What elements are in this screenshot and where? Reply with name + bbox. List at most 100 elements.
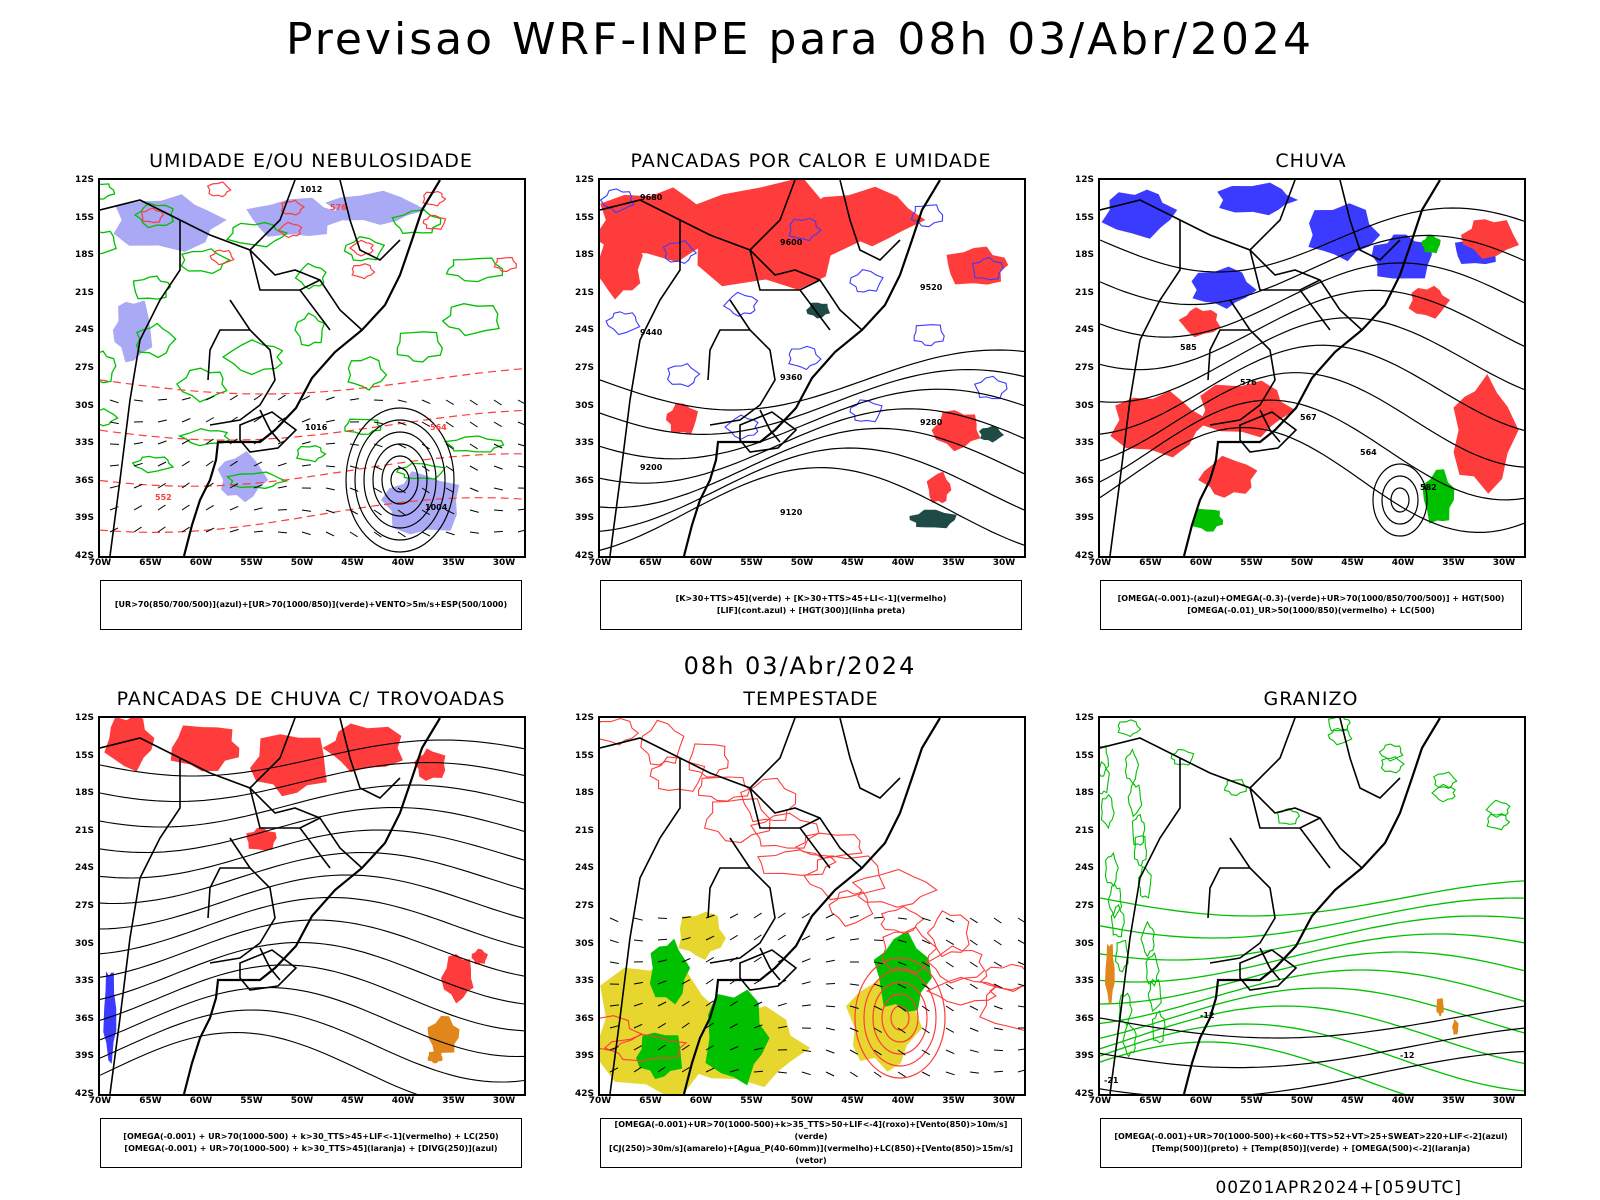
latitude-axis: 12S 15S 18S 21S 24S 27S 30S 33S 36S 39S 42S <box>66 175 96 561</box>
longitude-tick-label: 60W <box>689 1096 713 1106</box>
panel-legend: [UR>70(850/700/500)](azul)+[UR>70(1000/8… <box>100 580 522 630</box>
forecast-map: -12 -12 -21 <box>1098 716 1526 1096</box>
wind-vector <box>753 912 762 919</box>
temperature-850-contour <box>1117 719 1142 738</box>
country-border <box>749 249 821 291</box>
temperature-850-contour <box>1145 952 1160 987</box>
humidity-contour-green <box>131 455 175 474</box>
wind-fill-green <box>649 938 691 1005</box>
latitude-tick-label: 15S <box>74 750 94 761</box>
longitude-tick-label: 30W <box>492 1096 516 1106</box>
height-contour <box>1100 317 1524 403</box>
wind-vector <box>729 1069 739 1073</box>
forecast-map: 9680 9600 9520 9440 9360 9280 9200 9120 <box>598 178 1026 558</box>
country-border <box>1259 409 1281 443</box>
contour-label: 576 <box>330 203 347 212</box>
latitude-tick-label: 36S <box>1074 475 1094 486</box>
wind-vector <box>421 443 430 450</box>
wind-vector <box>825 959 835 963</box>
temperature-850-contour <box>1432 771 1458 790</box>
wind-vector <box>633 917 643 921</box>
height-contour <box>1100 426 1524 533</box>
latitude-tick-label: 30S <box>1074 400 1094 411</box>
humidity-contour-green <box>225 221 289 248</box>
latitude-tick-label: 42S <box>74 1089 94 1099</box>
coastline <box>182 718 441 1094</box>
wind-vector <box>157 398 168 401</box>
longitude-tick-label: 35W <box>442 558 465 568</box>
map-canvas <box>600 718 1024 1094</box>
longitude-tick-label: 30W <box>992 558 1016 568</box>
temperature-850-contour <box>1133 835 1148 867</box>
longitude-tick-label: 40W <box>891 558 915 568</box>
wind-vector <box>325 487 335 491</box>
latitude-axis: 12S 15S 18S 21S 24S 27S 30S 33S 36S 39S 42S <box>566 175 596 561</box>
wind-vector <box>825 936 835 941</box>
country-border <box>1339 718 1401 799</box>
latitude-tick-label: 42S <box>1074 1089 1094 1099</box>
height-contour <box>600 408 1024 484</box>
longitude-tick-label: 55W <box>740 558 763 568</box>
longitude-tick-label: 60W <box>689 558 713 568</box>
latitude-tick-label: 15S <box>1074 750 1094 761</box>
streamline <box>100 784 524 828</box>
wind-vector <box>301 509 311 512</box>
wind-vector <box>373 465 383 471</box>
wind-vector <box>373 487 383 493</box>
omega-fill-blue <box>1217 182 1299 216</box>
height-contour <box>1100 207 1524 273</box>
latitude-tick-label: 15S <box>1074 212 1094 223</box>
latitude-tick-label: 27S <box>574 363 594 373</box>
country-border <box>109 758 181 1094</box>
wind-vector <box>945 1049 955 1055</box>
wind-vector <box>397 399 407 403</box>
coastline <box>1182 718 1441 1094</box>
longitude-tick-label: 55W <box>1240 558 1263 568</box>
omega-fill-blue <box>1371 234 1432 279</box>
country-border <box>209 837 276 964</box>
contour-label: 9120 <box>780 508 803 517</box>
thickness-contour-red <box>100 368 524 395</box>
omega-fill-orange <box>1452 1019 1459 1036</box>
longitude-tick-label: 45W <box>1341 558 1364 568</box>
wind-vector <box>873 1071 882 1078</box>
country-border <box>207 867 250 919</box>
convergence-contour <box>979 963 1024 992</box>
latitude-tick-label: 27S <box>74 363 94 373</box>
wind-vector <box>301 395 311 401</box>
thickness-contour-red <box>277 221 303 239</box>
latitude-tick-label: 15S <box>574 212 594 223</box>
thickness-contour-red <box>280 199 306 216</box>
longitude-tick-label: 60W <box>189 1096 213 1106</box>
temperature-850-contour <box>1104 851 1119 887</box>
streamline <box>100 806 524 854</box>
country-border <box>100 737 363 869</box>
wind-vector <box>181 397 191 401</box>
convergence-contour <box>740 777 797 823</box>
latitude-tick-label: 18S <box>574 788 594 799</box>
temperature-850-contour <box>1378 743 1404 762</box>
country-border <box>259 409 281 443</box>
wind-vector <box>657 917 668 919</box>
wind-fill-green <box>705 989 770 1086</box>
wind-vector <box>445 443 454 450</box>
wind-vector <box>229 505 239 511</box>
humidity-contour-green <box>100 230 117 255</box>
thunder-fill-red <box>471 948 488 965</box>
height-contour <box>600 466 1024 551</box>
wind-vector <box>993 961 1003 968</box>
thickness-contour-red <box>100 409 524 441</box>
longitude-tick-label: 50W <box>290 558 314 568</box>
streamline <box>100 761 524 803</box>
wind-vector <box>801 935 811 941</box>
latitude-tick-label: 18S <box>1074 788 1094 799</box>
country-border <box>1239 411 1298 453</box>
wind-vector <box>397 531 406 538</box>
contour-label: 9280 <box>920 418 943 427</box>
omega-fill-green <box>1421 234 1441 254</box>
temperature-500-contour <box>1100 1027 1524 1069</box>
latitude-tick-label: 42S <box>1074 551 1094 561</box>
coastline <box>182 180 441 556</box>
humidity-contour-green <box>343 235 386 262</box>
wind-vector <box>657 959 667 963</box>
